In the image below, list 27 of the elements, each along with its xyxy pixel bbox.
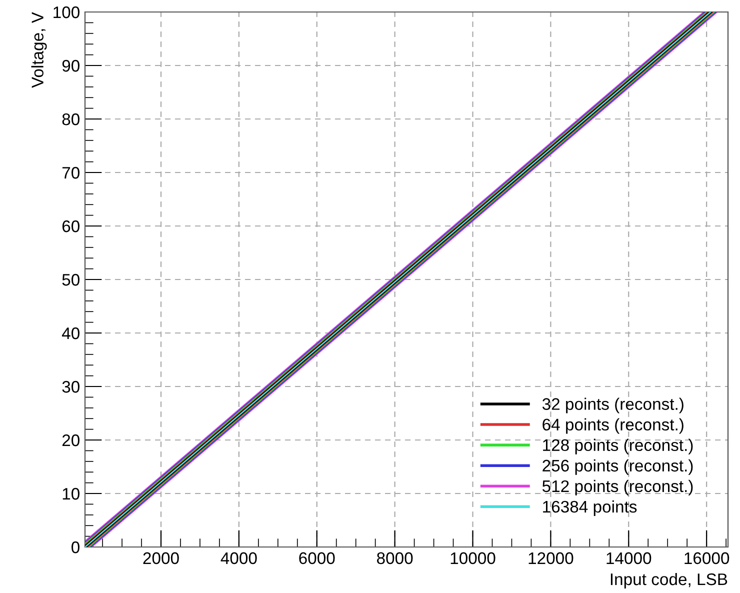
y-axis-title: Voltage, V (31, 12, 47, 88)
x-tick-label: 14000 (606, 552, 652, 564)
x-tick-label: 10000 (450, 552, 496, 564)
y-tick-label: 10 (62, 488, 80, 500)
y-tick-label: 60 (62, 220, 80, 232)
y-tick-label: 50 (62, 274, 80, 286)
y-tick-label: 80 (62, 113, 80, 126)
legend-label: 128 points (reconst.) (543, 438, 693, 454)
x-tick-label: 8000 (376, 552, 413, 564)
x-tick-label: 6000 (299, 552, 335, 564)
x-tick-label: 2000 (143, 552, 179, 564)
x-tick-label: 4000 (220, 552, 257, 564)
x-axis-title: Input code, LSB (610, 572, 728, 588)
legend-label: 64 points (reconst.) (542, 418, 684, 434)
y-tick-label: 90 (62, 60, 80, 72)
x-tick-label: 16000 (684, 552, 730, 564)
y-tick-label: 0 (72, 541, 80, 554)
y-tick-label: 100 (54, 6, 80, 18)
legend-label: 256 points (reconst.) (542, 459, 693, 475)
x-tick-label: 12000 (528, 552, 574, 564)
y-tick-label: 20 (62, 434, 80, 446)
legend-label: 512 points (reconst.) (542, 480, 693, 496)
y-tick-label: 70 (62, 166, 80, 179)
legend-label: 32 points (reconst.) (542, 398, 684, 414)
legend-label: 16384 points (543, 500, 637, 516)
y-tick-label: 30 (62, 380, 80, 393)
y-tick-label: 40 (62, 327, 80, 340)
